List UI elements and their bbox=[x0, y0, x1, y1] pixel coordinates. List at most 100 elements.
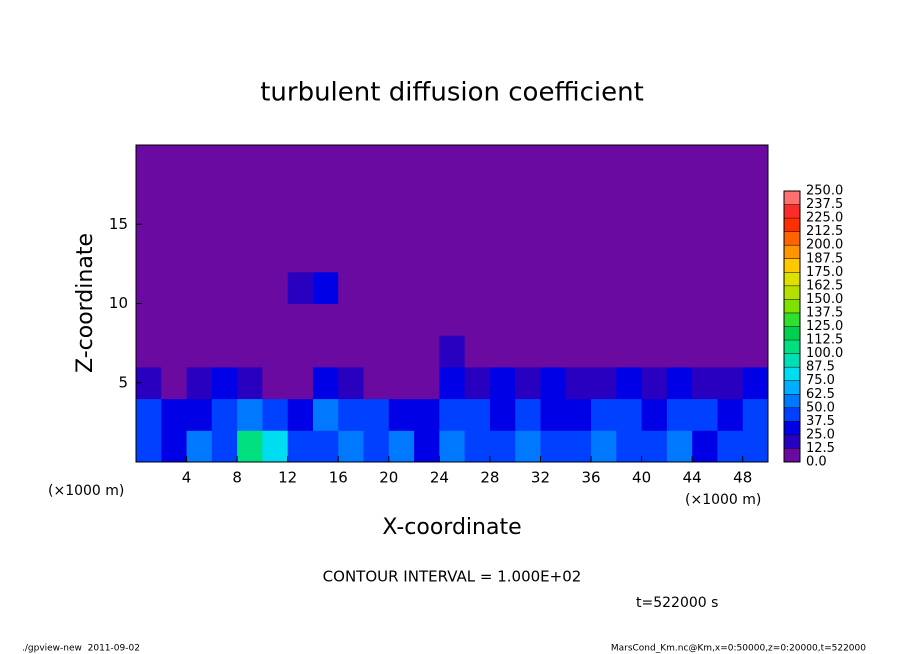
colorbar-swatch bbox=[784, 312, 800, 327]
heatmap-cell bbox=[616, 176, 643, 209]
heatmap-cell bbox=[692, 430, 718, 463]
heatmap-cell bbox=[161, 271, 188, 304]
colorbar-label: 50.0 bbox=[806, 400, 835, 415]
heatmap-cell bbox=[186, 240, 213, 273]
heatmap-cell bbox=[742, 145, 769, 178]
heatmap-cell bbox=[692, 271, 718, 304]
colorbar-swatch bbox=[784, 353, 800, 368]
heatmap-cell bbox=[338, 271, 365, 304]
heatmap-cell bbox=[136, 430, 162, 463]
heatmap-cell bbox=[540, 335, 567, 368]
heatmap-cell bbox=[136, 240, 162, 273]
heatmap-cell bbox=[641, 335, 668, 368]
heatmap-cell bbox=[363, 430, 390, 463]
heatmap-cell bbox=[641, 398, 668, 431]
heatmap-cell bbox=[742, 176, 769, 209]
colorbar-swatch bbox=[784, 326, 800, 341]
heatmap-cell bbox=[237, 335, 263, 368]
heatmap-cell bbox=[565, 145, 592, 178]
heatmap-cell bbox=[338, 398, 365, 431]
heatmap-cell bbox=[464, 430, 491, 463]
heatmap-cell bbox=[388, 335, 415, 368]
heatmap-cell bbox=[186, 145, 213, 178]
heatmap-cell bbox=[565, 366, 592, 400]
heatmap-cell bbox=[565, 176, 592, 209]
heatmap-cell bbox=[717, 430, 744, 463]
heatmap-cell bbox=[388, 176, 415, 209]
heatmap-cell bbox=[489, 208, 516, 241]
heatmap-cell bbox=[515, 366, 541, 400]
heatmap-cell bbox=[717, 240, 744, 273]
heatmap-cell bbox=[312, 208, 339, 241]
heatmap-cell bbox=[136, 335, 162, 368]
colorbar-label: 87.5 bbox=[806, 360, 835, 375]
heatmap-cell bbox=[211, 208, 238, 241]
colorbar-label: 162.5 bbox=[806, 278, 843, 293]
heatmap-cell bbox=[363, 303, 390, 336]
heatmap-cell bbox=[262, 303, 289, 336]
heatmap-cell bbox=[616, 145, 643, 178]
heatmap-cell bbox=[439, 145, 466, 178]
heatmap-cell bbox=[338, 208, 365, 241]
colorbar-label: 225.0 bbox=[806, 211, 843, 226]
heatmap-cell bbox=[641, 176, 668, 209]
x-tick-label: 4 bbox=[182, 469, 192, 487]
colorbar-swatch bbox=[784, 434, 800, 449]
heatmap-cell bbox=[161, 303, 188, 336]
colorbar-swatch bbox=[784, 231, 800, 246]
heatmap-cell bbox=[565, 335, 592, 368]
heatmap-cell bbox=[414, 176, 440, 209]
heatmap-cell bbox=[388, 303, 415, 336]
heatmap-cell bbox=[489, 430, 516, 463]
heatmap-cell bbox=[717, 366, 744, 400]
heatmap-cell bbox=[692, 145, 718, 178]
heatmap-cell bbox=[692, 398, 718, 431]
heatmap-cell bbox=[666, 430, 693, 463]
heatmap-cell bbox=[161, 145, 188, 178]
heatmap-cell bbox=[211, 271, 238, 304]
heatmap-cell bbox=[464, 366, 491, 400]
colorbar-swatch bbox=[784, 245, 800, 259]
heatmap-cell bbox=[262, 176, 289, 209]
heatmap-cell bbox=[287, 145, 314, 178]
heatmap-cell bbox=[489, 303, 516, 336]
heatmap-cell bbox=[287, 303, 314, 336]
heatmap-cell bbox=[489, 398, 516, 431]
y-axis-label: Z-coordinate bbox=[73, 233, 98, 373]
heatmap-cell bbox=[312, 398, 339, 431]
heatmap-cell bbox=[591, 366, 617, 400]
heatmap-cell bbox=[464, 208, 491, 241]
heatmap-cell bbox=[591, 271, 617, 304]
heatmap-cell bbox=[136, 398, 162, 431]
heatmap-cell bbox=[666, 366, 693, 400]
colorbar-label: 137.5 bbox=[806, 305, 843, 320]
heatmap-cell bbox=[666, 335, 693, 368]
heatmap-cell bbox=[414, 335, 440, 368]
heatmap-cell bbox=[489, 176, 516, 209]
heatmap-cell bbox=[692, 176, 718, 209]
heatmap-cell bbox=[515, 208, 541, 241]
x-tick-label: 36 bbox=[581, 469, 600, 487]
heatmap-cell bbox=[540, 430, 567, 463]
heatmap-cell bbox=[742, 208, 769, 241]
heatmap-cell bbox=[616, 271, 643, 304]
heatmap-cell bbox=[414, 240, 440, 273]
colorbar-swatch bbox=[784, 204, 800, 219]
heatmap-cell bbox=[515, 240, 541, 273]
x-tick-label: 32 bbox=[531, 469, 550, 487]
heatmap-cell bbox=[287, 240, 314, 273]
heatmap-cell bbox=[692, 303, 718, 336]
colorbar-swatch bbox=[784, 380, 800, 395]
heatmap-cell bbox=[464, 176, 491, 209]
heatmap-cell bbox=[237, 398, 263, 431]
heatmap-cell bbox=[717, 335, 744, 368]
heatmap-cell bbox=[515, 303, 541, 336]
heatmap-cell bbox=[262, 430, 289, 463]
heatmap-cell bbox=[262, 335, 289, 368]
heatmap-cell bbox=[591, 176, 617, 209]
heatmap-cell bbox=[616, 208, 643, 241]
heatmap-cell bbox=[312, 271, 339, 304]
heatmap-cell bbox=[287, 271, 314, 304]
heatmap-cell bbox=[641, 430, 668, 463]
colorbar-swatch bbox=[784, 340, 800, 354]
